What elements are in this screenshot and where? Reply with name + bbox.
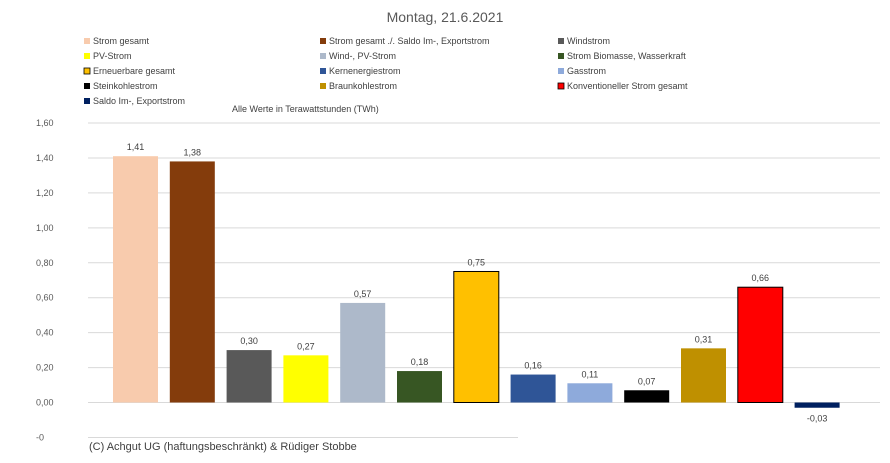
legend-swatch — [320, 83, 326, 89]
legend-label: Konventioneller Strom gesamt — [567, 81, 688, 91]
legend-label: Erneuerbare gesamt — [93, 66, 176, 76]
legend-label: Strom gesamt ./. Saldo Im-, Exportstrom — [329, 36, 490, 46]
legend-label: Braunkohlestrom — [329, 81, 397, 91]
legend-swatch — [84, 98, 90, 104]
y-tick-label: 1,40 — [36, 153, 54, 163]
bar — [397, 371, 442, 403]
data-label: 0,75 — [468, 257, 486, 267]
y-tick-label: 0,60 — [36, 293, 54, 303]
legend-label: Gasstrom — [567, 66, 606, 76]
legend-label: Strom Biomasse, Wasserkraft — [567, 51, 686, 61]
bar — [624, 390, 670, 403]
bar — [794, 402, 840, 408]
bars — [113, 156, 840, 408]
bar — [113, 156, 158, 403]
data-label: 0,07 — [638, 376, 656, 386]
data-labels: 1,41 1,38 0,30 0,27 0,57 0,18 0,75 0,16 0,11 0,07… — [127, 142, 828, 424]
legend-swatch — [320, 53, 326, 59]
legend-swatch — [320, 38, 326, 44]
y-tick-label: 1,60 — [36, 118, 54, 128]
legend-swatch — [83, 67, 91, 75]
data-label: 0,16 — [524, 361, 542, 371]
y-tick-label: 0,20 — [36, 363, 54, 373]
data-label: -0,03 — [807, 414, 828, 424]
data-label: 0,30 — [240, 336, 258, 346]
legend-swatch — [84, 53, 90, 59]
bar — [737, 286, 784, 403]
legend: Strom gesamt Strom gesamt ./. Saldo Im-, … — [83, 36, 688, 106]
y-tick-label: 0,40 — [36, 328, 54, 338]
bar — [226, 350, 272, 403]
legend-label: Steinkohlestrom — [93, 81, 158, 91]
legend-label: Kernenergiestrom — [329, 66, 401, 76]
bar — [681, 348, 726, 403]
bar — [567, 383, 613, 403]
y-tick-label: 0,00 — [36, 398, 54, 408]
data-label: 1,38 — [184, 147, 202, 157]
y-tick-label: 1,00 — [36, 223, 54, 233]
legend-swatch — [558, 38, 564, 44]
legend-swatch — [557, 82, 565, 90]
legend-swatch — [558, 53, 564, 59]
data-label: 0,57 — [354, 289, 372, 299]
bar — [453, 270, 500, 403]
data-label: 0,18 — [411, 357, 429, 367]
legend-label: PV-Strom — [93, 51, 132, 61]
y-axis: 1,60 1,40 1,20 1,00 0,80 0,60 0,40 0,20 0,00 -0 — [36, 118, 54, 443]
bar — [340, 302, 386, 403]
bar — [169, 161, 215, 403]
data-label: 0,31 — [695, 334, 713, 344]
y-tick-label: -0 — [36, 433, 44, 443]
legend-label: Saldo Im-, Exportstrom — [93, 96, 185, 106]
legend-swatch — [320, 68, 326, 74]
data-label: 0,27 — [297, 341, 315, 351]
data-label: 0,11 — [581, 369, 598, 379]
bar — [510, 374, 556, 403]
legend-swatch — [84, 83, 90, 89]
legend-label: Windstrom — [567, 36, 610, 46]
legend-label: Wind-, PV-Strom — [329, 51, 396, 61]
data-label: 0,66 — [752, 273, 770, 283]
legend-swatch — [84, 38, 90, 44]
y-tick-label: 0,80 — [36, 258, 54, 268]
legend-swatch — [558, 68, 564, 74]
copyright-credit: (C) Achgut UG (haftungsbeschränkt) & Rüd… — [89, 441, 357, 453]
data-label: 1,41 — [127, 142, 145, 152]
bar — [283, 355, 329, 403]
chart-title: Montag, 21.6.2021 — [387, 9, 504, 25]
y-tick-label: 1,20 — [36, 188, 54, 198]
unit-note: Alle Werte in Terawattstunden (TWh) — [232, 104, 379, 114]
legend-label: Strom gesamt — [93, 36, 150, 46]
